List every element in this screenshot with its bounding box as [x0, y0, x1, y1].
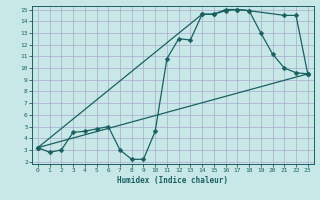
- X-axis label: Humidex (Indice chaleur): Humidex (Indice chaleur): [117, 176, 228, 185]
